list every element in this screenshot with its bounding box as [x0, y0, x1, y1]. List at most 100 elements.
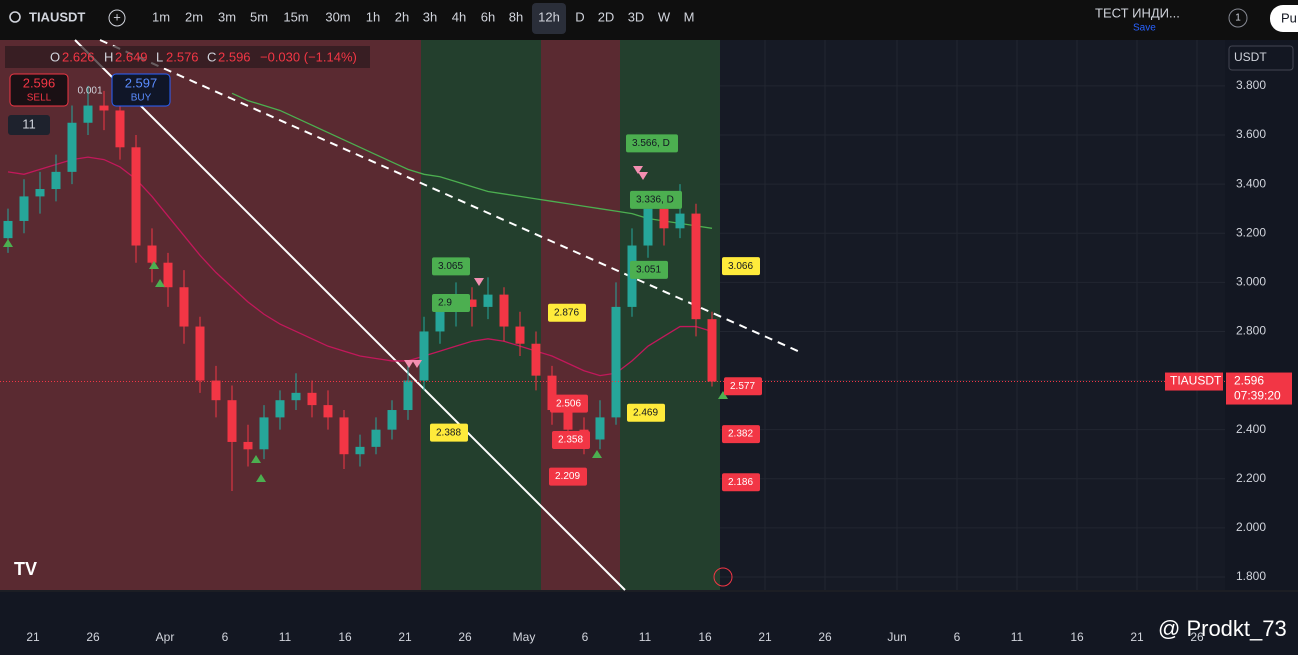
save-button[interactable]: Save [1133, 23, 1156, 34]
indicator-name[interactable]: ТЕСТ ИНДИ... [1095, 5, 1180, 20]
y-tick-label: 2.400 [1236, 422, 1266, 436]
alerts-badge[interactable] [1228, 8, 1248, 28]
interval[interactable]: 8h [509, 9, 523, 24]
candle-body [3, 220, 13, 239]
buy-signal [592, 450, 602, 458]
candle-body [467, 299, 477, 307]
interval[interactable]: 3D [628, 9, 645, 24]
indicators-toggle[interactable] [8, 115, 50, 135]
level-label: 3.566, D [632, 138, 670, 149]
indicator-count[interactable]: 11 [22, 116, 36, 131]
candle-body [211, 380, 221, 401]
candle-body [691, 213, 701, 320]
level-label-bg [432, 257, 470, 276]
x-tick-label: 16 [698, 630, 712, 644]
y-tick-label: 3.800 [1236, 78, 1266, 92]
sell-button[interactable] [9, 73, 69, 107]
countdown: 07:39:20 [1234, 389, 1281, 403]
active-interval-bg[interactable] [532, 3, 566, 34]
candle-body [531, 343, 541, 376]
compare-button[interactable] [108, 9, 126, 27]
interval[interactable]: 1h [366, 9, 380, 24]
candle-body [35, 189, 45, 197]
interval[interactable]: 2m [185, 9, 203, 24]
sell-signal [412, 360, 422, 368]
interval[interactable]: M [684, 9, 695, 24]
search-icon[interactable] [9, 11, 21, 23]
level-label: 2.186 [728, 477, 753, 488]
level-label: 2.358 [558, 435, 583, 446]
x-tick-label: 21 [398, 630, 412, 644]
interval[interactable]: 1m [152, 9, 170, 24]
level-label-bg [549, 467, 587, 486]
publish-button[interactable] [1270, 5, 1298, 32]
interval[interactable]: 3m [218, 9, 236, 24]
interval[interactable]: W [658, 9, 671, 24]
level-label: 2.577 [730, 381, 755, 392]
event-icon[interactable] [713, 567, 733, 587]
symbol[interactable]: TIAUSDT [29, 9, 85, 24]
alerts-count[interactable]: 1 [1235, 13, 1241, 24]
x-tick-label: Jun [887, 630, 906, 644]
interval[interactable]: 3h [423, 9, 437, 24]
y-tick-label: 3.200 [1236, 225, 1266, 239]
axes: 3.8003.6003.4003.2003.0002.8002.6002.400… [26, 78, 1292, 644]
x-tick-label: 26 [818, 630, 832, 644]
level-label: 2.506 [556, 398, 581, 409]
candle-body [387, 410, 397, 430]
buy-price[interactable]: 2.597 [125, 75, 158, 90]
level-label-bg [722, 257, 760, 276]
toolbar [0, 0, 1298, 38]
buy-label[interactable]: BUY [131, 93, 152, 104]
x-tick-label: 6 [954, 630, 961, 644]
candle-body [19, 196, 29, 221]
buy-signal [256, 474, 266, 482]
candle-body [323, 405, 333, 418]
level-label-bg [626, 134, 678, 153]
close-value: 2.596 [218, 49, 251, 64]
x-tick-label: 11 [1011, 630, 1024, 644]
grid [720, 40, 1225, 590]
interval[interactable]: 4h [452, 9, 466, 24]
x-tick-label: 6 [582, 630, 589, 644]
intervals: 1m 2m 3m 5m 15m 30m 1h 2h 3h 4h 6h 8h 12h D 2D 3D W M [152, 3, 694, 34]
interval[interactable]: 2h [395, 9, 409, 24]
interval[interactable]: 15m [283, 9, 308, 24]
interval[interactable]: 30m [325, 9, 350, 24]
candle-body [99, 105, 109, 111]
interval[interactable]: D [575, 9, 584, 24]
low-label: L [156, 49, 163, 64]
interval[interactable]: 6h [481, 9, 495, 24]
level-label-bg [722, 425, 760, 444]
interval[interactable]: 2D [598, 9, 615, 24]
publish-label[interactable]: Pu [1281, 10, 1297, 25]
level-label-bg [548, 303, 586, 322]
moving-average [7, 156, 713, 377]
buy-signal [3, 239, 13, 247]
buy-signal [718, 391, 728, 399]
interval[interactable]: 12h [538, 9, 560, 24]
candle-body [707, 319, 717, 382]
level-label-bg [430, 423, 468, 442]
sell-label[interactable]: SELL [27, 93, 52, 104]
level-label: 2.9 [438, 298, 452, 309]
y-tick-label: 3.600 [1236, 127, 1266, 141]
high-label: H [104, 49, 113, 64]
candle-body [131, 147, 141, 246]
candle-body [355, 446, 365, 455]
currency-select[interactable] [1228, 45, 1294, 71]
buy-button[interactable] [111, 73, 171, 107]
candle-body [51, 171, 61, 190]
compare-plus[interactable]: + [113, 9, 121, 24]
y-tick-label: 3.400 [1236, 176, 1266, 190]
low-value: 2.576 [166, 49, 199, 64]
sell-price[interactable]: 2.596 [23, 75, 56, 90]
x-tick-label: 16 [338, 630, 352, 644]
currency[interactable]: USDT [1234, 50, 1267, 64]
candle-body [339, 417, 349, 455]
interval[interactable]: 5m [250, 9, 268, 24]
level-label: 3.065 [438, 261, 463, 272]
level-label-bg [627, 403, 665, 422]
x-tick-label: 11 [279, 630, 292, 644]
level-label-bg [432, 293, 470, 312]
